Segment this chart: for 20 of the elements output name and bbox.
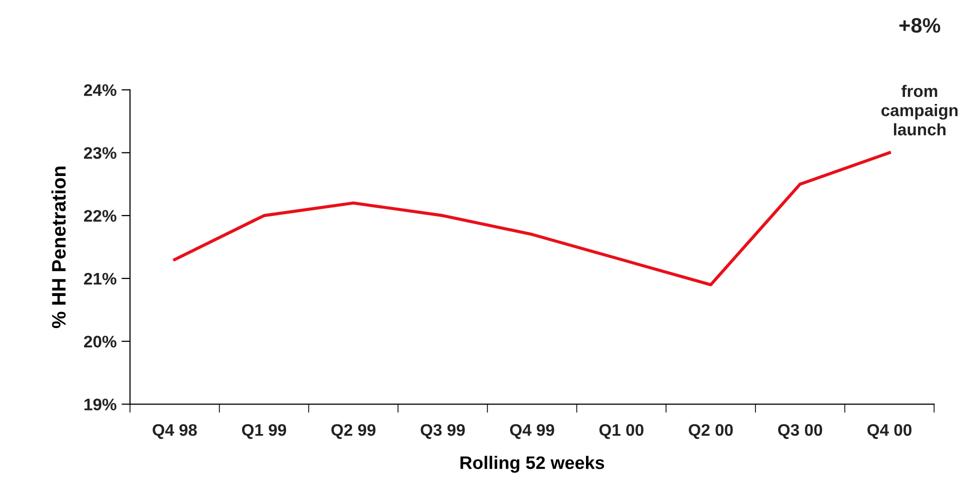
x-axis-title: Rolling 52 weeks [460, 456, 604, 473]
line-series [173, 151, 891, 286]
y-axis-title: % HH Penetration [51, 166, 66, 328]
x-tick-label: Q2 00 [688, 424, 733, 439]
y-tick-label: 21% [84, 272, 116, 285]
annotation: from campaign launch [881, 84, 958, 136]
text: +8% [899, 18, 940, 33]
y-tick-label: 24% [84, 84, 116, 96]
x-tick-label: Q3 00 [778, 424, 822, 439]
y-tick-label: 22% [84, 210, 116, 222]
x-tick-label: Q4 99 [510, 424, 554, 439]
x-tick-label: Q4 98 [152, 424, 197, 439]
x-tick-label: Q2 99 [331, 424, 376, 439]
x-tick-label: Q4 00 [867, 424, 912, 439]
x-tick-label: Q3 99 [420, 424, 465, 439]
x-tick-label: Q1 00 [599, 424, 644, 439]
y-tick-label: 23% [84, 147, 116, 159]
y-tick-label: 19% [84, 398, 116, 410]
x-tick-label: Q1 99 [242, 424, 286, 439]
y-tick-label: 20% [84, 336, 116, 348]
